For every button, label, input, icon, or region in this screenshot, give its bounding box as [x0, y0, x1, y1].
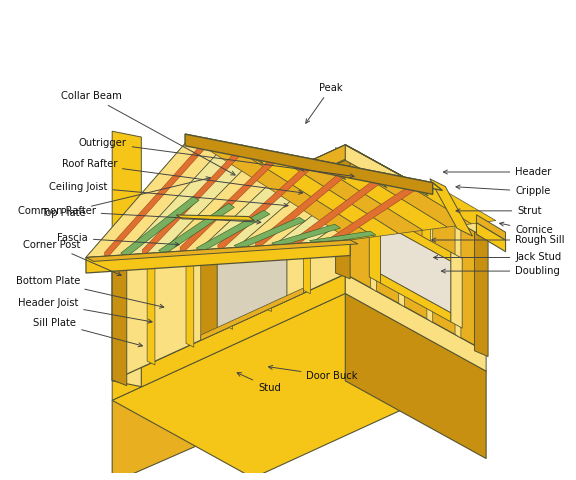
Polygon shape: [201, 288, 304, 340]
Polygon shape: [401, 176, 410, 229]
Polygon shape: [256, 165, 350, 250]
Polygon shape: [451, 252, 462, 328]
Polygon shape: [272, 224, 340, 247]
Text: Doubling: Doubling: [441, 266, 560, 276]
Polygon shape: [176, 215, 255, 220]
Polygon shape: [112, 252, 127, 386]
Polygon shape: [112, 138, 190, 259]
Polygon shape: [287, 192, 304, 300]
Polygon shape: [86, 138, 190, 257]
Polygon shape: [355, 170, 472, 227]
Text: Peak: Peak: [306, 83, 343, 123]
Text: Outrigger: Outrigger: [79, 138, 354, 178]
Polygon shape: [293, 172, 385, 248]
Polygon shape: [161, 152, 296, 252]
Polygon shape: [112, 145, 345, 381]
Polygon shape: [275, 173, 402, 245]
Polygon shape: [345, 274, 486, 371]
Polygon shape: [475, 227, 488, 357]
Text: Rough Sill: Rough Sill: [432, 235, 565, 245]
Polygon shape: [270, 151, 305, 172]
Polygon shape: [186, 214, 194, 347]
Polygon shape: [217, 200, 287, 240]
Polygon shape: [225, 196, 233, 329]
Polygon shape: [369, 207, 381, 283]
Polygon shape: [381, 213, 451, 261]
Text: Fascia: Fascia: [57, 233, 179, 246]
Text: Roof Rafter: Roof Rafter: [62, 159, 302, 194]
Polygon shape: [142, 144, 243, 258]
Text: Collar Beam: Collar Beam: [61, 91, 235, 175]
Polygon shape: [105, 138, 208, 260]
Polygon shape: [147, 232, 155, 365]
Polygon shape: [381, 274, 451, 322]
Text: Door Buck: Door Buck: [268, 365, 358, 381]
Text: Jack Stud: Jack Stud: [434, 252, 562, 263]
Polygon shape: [86, 240, 358, 262]
Polygon shape: [185, 134, 442, 191]
Polygon shape: [393, 176, 429, 196]
Polygon shape: [112, 145, 345, 267]
Polygon shape: [199, 159, 331, 250]
Polygon shape: [112, 293, 486, 478]
Polygon shape: [231, 146, 399, 237]
Text: Stud: Stud: [237, 372, 281, 393]
Text: Cornice: Cornice: [499, 222, 553, 235]
Text: Corner Post: Corner Post: [22, 240, 122, 276]
Polygon shape: [201, 240, 217, 340]
Text: Header Joist: Header Joist: [18, 298, 152, 323]
Polygon shape: [396, 179, 496, 224]
Polygon shape: [476, 215, 506, 240]
Text: Bottom Plate: Bottom Plate: [16, 276, 164, 308]
Polygon shape: [345, 145, 486, 238]
Polygon shape: [190, 138, 374, 240]
Polygon shape: [430, 179, 472, 236]
Polygon shape: [314, 162, 448, 230]
Polygon shape: [311, 159, 346, 180]
Polygon shape: [476, 223, 506, 252]
Polygon shape: [124, 145, 261, 255]
Polygon shape: [309, 231, 376, 244]
Polygon shape: [399, 174, 404, 307]
Polygon shape: [185, 134, 433, 194]
Polygon shape: [237, 166, 367, 248]
Polygon shape: [158, 204, 234, 254]
Polygon shape: [331, 179, 420, 245]
Polygon shape: [336, 148, 350, 279]
Polygon shape: [272, 154, 423, 234]
Polygon shape: [86, 240, 350, 273]
Text: Cripple: Cripple: [456, 185, 551, 196]
Polygon shape: [217, 208, 287, 333]
Polygon shape: [112, 274, 345, 400]
Polygon shape: [264, 179, 271, 312]
Polygon shape: [112, 293, 345, 480]
Polygon shape: [427, 190, 433, 323]
Text: Strut: Strut: [456, 206, 541, 216]
Text: Ceiling Joist: Ceiling Joist: [49, 181, 288, 207]
Polygon shape: [234, 217, 305, 250]
Text: Header: Header: [444, 167, 552, 177]
Text: Top Plate: Top Plate: [41, 177, 210, 218]
Polygon shape: [312, 180, 438, 242]
Polygon shape: [112, 145, 360, 259]
Polygon shape: [345, 293, 486, 458]
Polygon shape: [218, 158, 314, 252]
Polygon shape: [352, 168, 387, 188]
Text: Common Rafter: Common Rafter: [18, 206, 261, 224]
Polygon shape: [381, 222, 451, 313]
Text: Sill Plate: Sill Plate: [33, 318, 142, 347]
Polygon shape: [180, 152, 279, 255]
Polygon shape: [345, 145, 486, 352]
Polygon shape: [196, 210, 270, 252]
Polygon shape: [345, 145, 500, 230]
Polygon shape: [112, 252, 141, 387]
Polygon shape: [370, 158, 376, 291]
Polygon shape: [422, 187, 430, 241]
Polygon shape: [112, 131, 141, 257]
Polygon shape: [121, 196, 199, 257]
Polygon shape: [228, 143, 263, 164]
Polygon shape: [302, 161, 310, 294]
Polygon shape: [86, 138, 225, 257]
Polygon shape: [455, 205, 461, 338]
